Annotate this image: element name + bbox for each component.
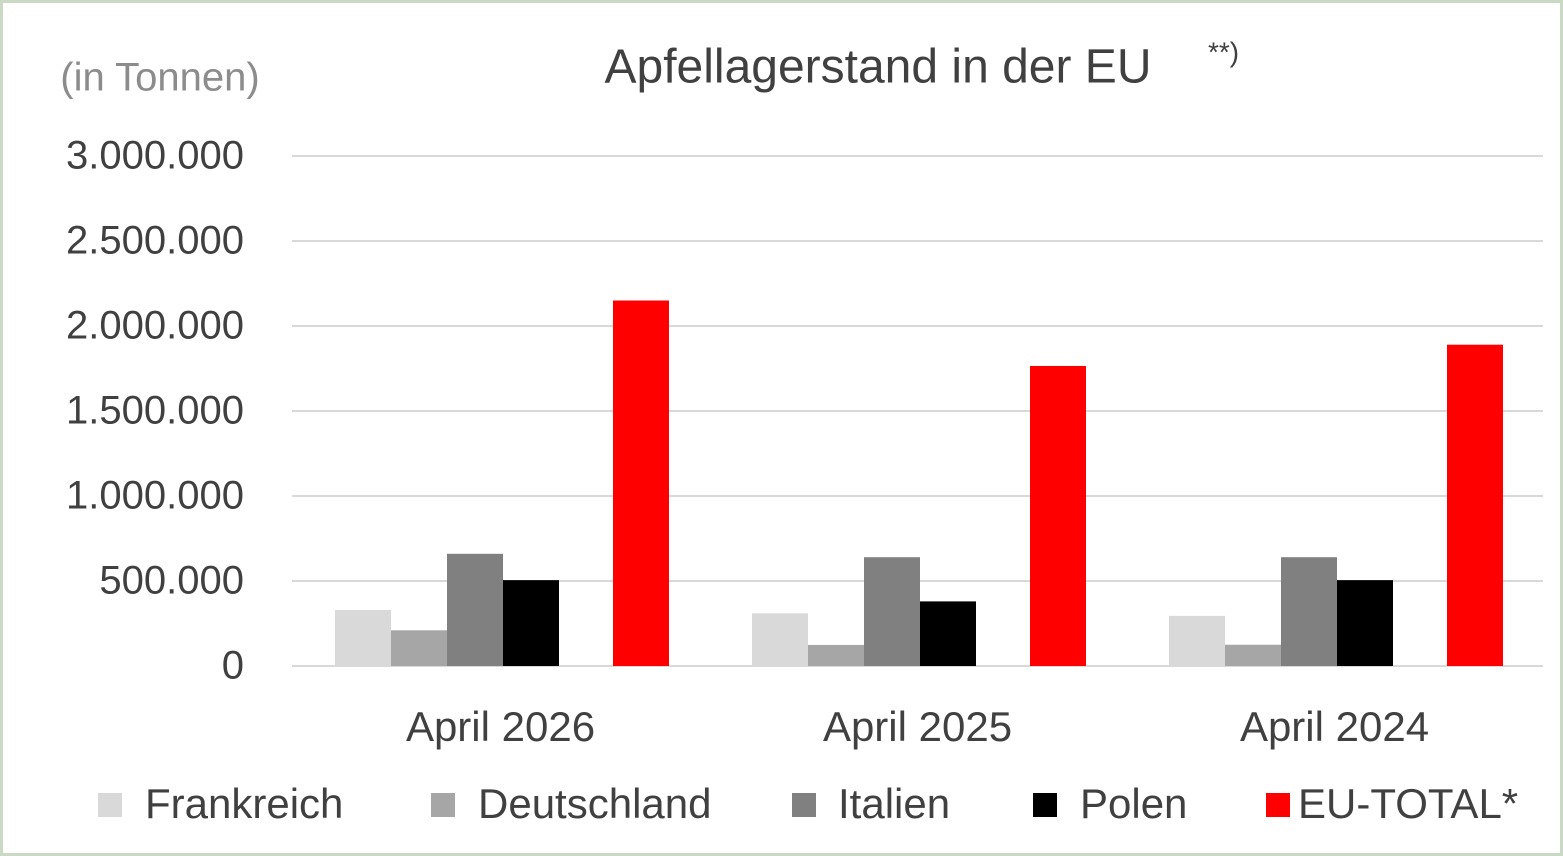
bar — [808, 644, 864, 666]
bar — [1169, 615, 1225, 666]
legend-label: Italien — [838, 780, 950, 827]
legend-swatch — [431, 793, 455, 817]
legend-label: EU-TOTAL* — [1298, 780, 1518, 827]
bar — [447, 553, 503, 666]
bar — [335, 609, 391, 666]
bar — [1030, 365, 1086, 666]
legend-label: Polen — [1080, 780, 1187, 827]
bar — [752, 613, 808, 666]
bar — [503, 580, 559, 666]
y-tick-label: 1.000.000 — [66, 474, 244, 518]
bar — [1337, 580, 1393, 666]
y-tick-label: 0 — [222, 644, 244, 688]
legend-label: Deutschland — [478, 780, 711, 827]
bar — [1447, 344, 1503, 666]
chart-title: Apfellagerstand in der EU — [605, 41, 1152, 94]
y-tick-label: 3.000.000 — [66, 134, 244, 178]
y-tick-label: 2.000.000 — [66, 304, 244, 348]
x-tick-label: April 2026 — [406, 703, 595, 750]
y-tick-label: 2.500.000 — [66, 219, 244, 263]
legend-swatch — [1033, 793, 1057, 817]
bar — [391, 630, 447, 666]
x-tick-label: April 2024 — [1240, 703, 1429, 750]
bar — [613, 300, 669, 666]
bar — [920, 601, 976, 666]
bar — [1281, 557, 1337, 666]
bar — [1225, 644, 1281, 666]
legend-swatch — [792, 793, 816, 817]
y-tick-label: 1.500.000 — [66, 389, 244, 433]
legend-label: Frankreich — [145, 780, 343, 827]
legend-swatch — [98, 793, 122, 817]
bar — [864, 557, 920, 666]
y-tick-label: 500.000 — [99, 559, 244, 603]
y-axis-label: (in Tonnen) — [60, 56, 259, 100]
title-note: **) — [1208, 36, 1239, 67]
legend-swatch — [1266, 793, 1290, 817]
x-tick-label: April 2025 — [823, 703, 1012, 750]
